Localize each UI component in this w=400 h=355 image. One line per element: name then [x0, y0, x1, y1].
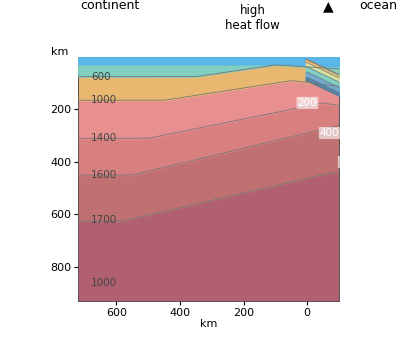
- Text: ▲: ▲: [323, 0, 334, 13]
- Text: 400: 400: [320, 128, 340, 138]
- Text: km: km: [51, 47, 68, 57]
- Text: 1600: 1600: [91, 170, 117, 180]
- Text: 1400: 1400: [91, 133, 117, 143]
- Text: 600: 600: [91, 72, 111, 82]
- Text: 1000: 1000: [91, 95, 117, 105]
- Text: 200: 200: [298, 98, 317, 108]
- Text: ocean: ocean: [360, 0, 398, 12]
- Text: 1700: 1700: [91, 215, 117, 225]
- Text: high
heat flow: high heat flow: [225, 4, 280, 32]
- Text: 600: 600: [339, 157, 358, 167]
- Text: 1000: 1000: [91, 278, 117, 288]
- Text: 800: 800: [361, 195, 381, 205]
- Text: continent: continent: [80, 0, 139, 12]
- X-axis label: km: km: [200, 320, 217, 329]
